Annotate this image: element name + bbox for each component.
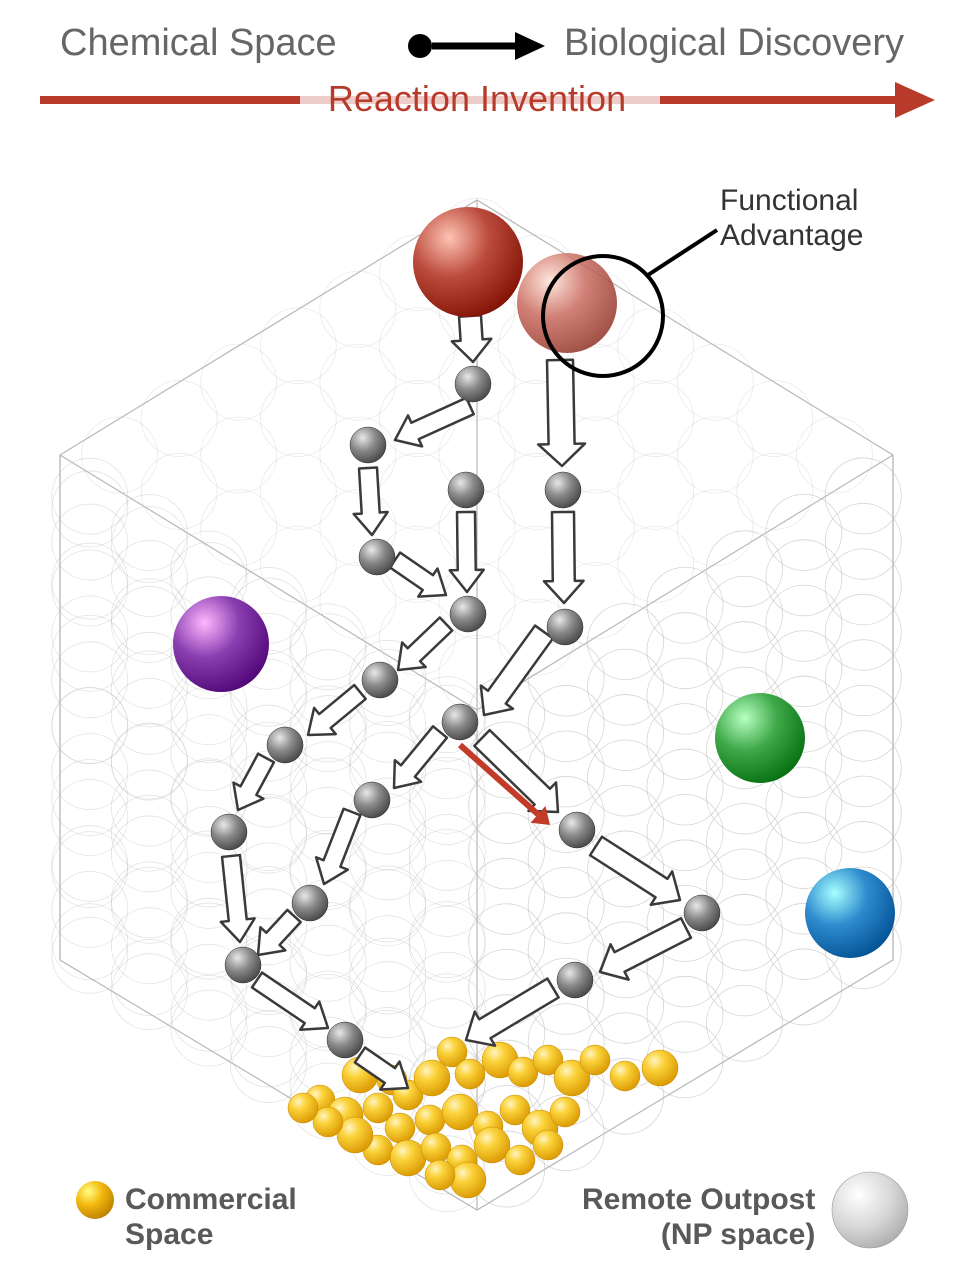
flow-arrow	[351, 467, 389, 536]
legend-remote-outpost: Remote Outpost (NP space)	[582, 1183, 815, 1252]
legend-commercial-space: Commercial Space	[125, 1183, 297, 1252]
commercial-sphere	[474, 1127, 510, 1163]
header-center-label: Reaction Invention	[0, 78, 954, 120]
flow-arrow	[450, 315, 493, 364]
commercial-sphere	[450, 1162, 486, 1198]
functional-advantage-line1: Functional	[720, 184, 858, 217]
pathway-node	[455, 366, 491, 402]
commercial-sphere	[533, 1130, 563, 1160]
pathway-node	[448, 472, 484, 508]
flow-arrow	[449, 512, 484, 592]
commercial-sphere	[442, 1094, 478, 1130]
pathway-node	[211, 814, 247, 850]
pathway-node	[442, 704, 478, 740]
flow-arrow	[456, 971, 563, 1057]
pathway-node	[292, 885, 328, 921]
pathway-node	[359, 539, 395, 575]
legend-yellow-sphere	[76, 1181, 114, 1219]
flow-arrow	[214, 854, 257, 944]
flow-arrow	[585, 829, 690, 916]
commercial-sphere	[421, 1133, 451, 1163]
pathway-node	[547, 609, 583, 645]
commercial-sphere	[415, 1105, 445, 1135]
purple-sphere	[173, 596, 269, 692]
green-sphere	[715, 693, 805, 783]
flow-arrow	[537, 360, 586, 467]
pathway-node	[354, 782, 390, 818]
flow-arrow	[388, 391, 477, 456]
functional-advantage-line2: Advantage	[720, 219, 863, 252]
legend-gray-sphere	[832, 1172, 908, 1248]
pathway-node	[327, 1022, 363, 1058]
commercial-sphere	[610, 1061, 640, 1091]
flow-arrow	[381, 721, 453, 799]
commercial-sphere	[505, 1145, 535, 1175]
functional-advantage-leader	[648, 230, 717, 275]
pathway-node	[450, 596, 486, 632]
commercial-sphere	[425, 1160, 455, 1190]
commercial-sphere	[390, 1140, 426, 1176]
red-sphere-front	[413, 207, 523, 317]
functional-advantage-label: Functional Advantage	[720, 184, 863, 253]
commercial-sphere	[580, 1045, 610, 1075]
header-arrow-head	[515, 32, 545, 60]
pathway-node	[545, 472, 581, 508]
commercial-sphere	[414, 1060, 450, 1096]
commercial-sphere	[550, 1097, 580, 1127]
pathway-node	[362, 662, 398, 698]
blue-sphere	[805, 868, 895, 958]
commercial-sphere	[288, 1093, 318, 1123]
pathway-node	[559, 812, 595, 848]
header-left-label: Chemical Space	[60, 22, 337, 65]
pathway-node	[684, 895, 720, 931]
pathway-node	[350, 427, 386, 463]
header-dot-icon	[408, 34, 432, 58]
pathway-node	[557, 962, 593, 998]
flow-arrow	[223, 750, 281, 818]
flow-arrow	[591, 910, 695, 989]
flow-arrow	[543, 512, 584, 603]
commercial-sphere	[385, 1113, 415, 1143]
pathway-node	[267, 727, 303, 763]
header-right-label: Biological Discovery	[564, 22, 904, 65]
commercial-sphere	[642, 1050, 678, 1086]
commercial-sphere	[455, 1059, 485, 1089]
pathway-node	[225, 947, 261, 983]
